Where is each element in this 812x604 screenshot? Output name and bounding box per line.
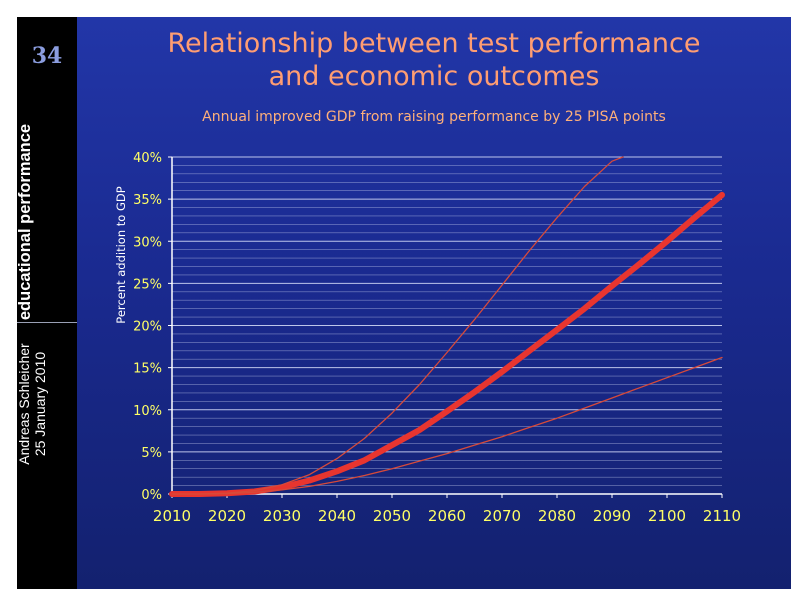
x-tick-label: 2110 — [703, 507, 741, 525]
x-tick-label: 2030 — [263, 507, 301, 525]
gdp-bound-series-line — [171, 356, 723, 495]
x-tick-label: 2080 — [538, 507, 576, 525]
x-tick-label: 2010 — [153, 507, 191, 525]
sidebar-divider — [17, 322, 77, 323]
x-tick-label: 2020 — [208, 507, 246, 525]
slide-title-line2: and economic outcomes — [268, 61, 600, 92]
y-tick-label: 35% — [133, 193, 162, 208]
y-axis-label: Percent addition to GDP — [114, 186, 128, 324]
y-tick-label: 20% — [133, 320, 162, 335]
slide: 34 The high cost of low educational perf… — [0, 17, 791, 589]
slide-title: Relationship between test performance an… — [77, 27, 791, 93]
sidebar-author-line1: Andreas Schleicher — [16, 343, 32, 465]
gdp-bound-series-line — [171, 156, 624, 495]
slide-subtitle: Annual improved GDP from raising perform… — [202, 109, 666, 125]
gdp-line-chart: 0% 5% 10% 15% 20% 25% 30% 35% 40% 2010 2020 2030 204… — [133, 151, 741, 525]
sidebar: 34 The high cost of low educational perf… — [0, 17, 77, 589]
y-tick-label: 0% — [141, 488, 162, 503]
slide-title-line1: Relationship between test performance — [167, 28, 701, 59]
x-tick-label: 2070 — [483, 507, 521, 525]
sidebar-title-line1: The high cost of low — [0, 142, 16, 302]
sidebar-author-line2: 25 January 2010 — [32, 351, 48, 457]
y-tick-label: 25% — [133, 277, 162, 292]
x-tick-label: 2050 — [373, 507, 411, 525]
sidebar-author: Andreas Schleicher 25 January 2010 — [16, 304, 56, 504]
slide-content: Relationship between test performance an… — [77, 17, 791, 589]
gdp-central-series-line — [169, 191, 725, 497]
x-tick-label: 2090 — [593, 507, 631, 525]
x-tick-label: 2060 — [428, 507, 466, 525]
y-tick-label: 5% — [141, 446, 162, 461]
x-tick-label: 2040 — [318, 507, 356, 525]
y-tick-label: 15% — [133, 362, 162, 377]
slide-number: 34 — [31, 43, 63, 69]
x-tick-label: 2100 — [648, 507, 686, 525]
y-tick-label: 40% — [133, 151, 162, 166]
y-tick-label: 30% — [133, 235, 162, 250]
y-tick-label: 10% — [133, 404, 162, 419]
